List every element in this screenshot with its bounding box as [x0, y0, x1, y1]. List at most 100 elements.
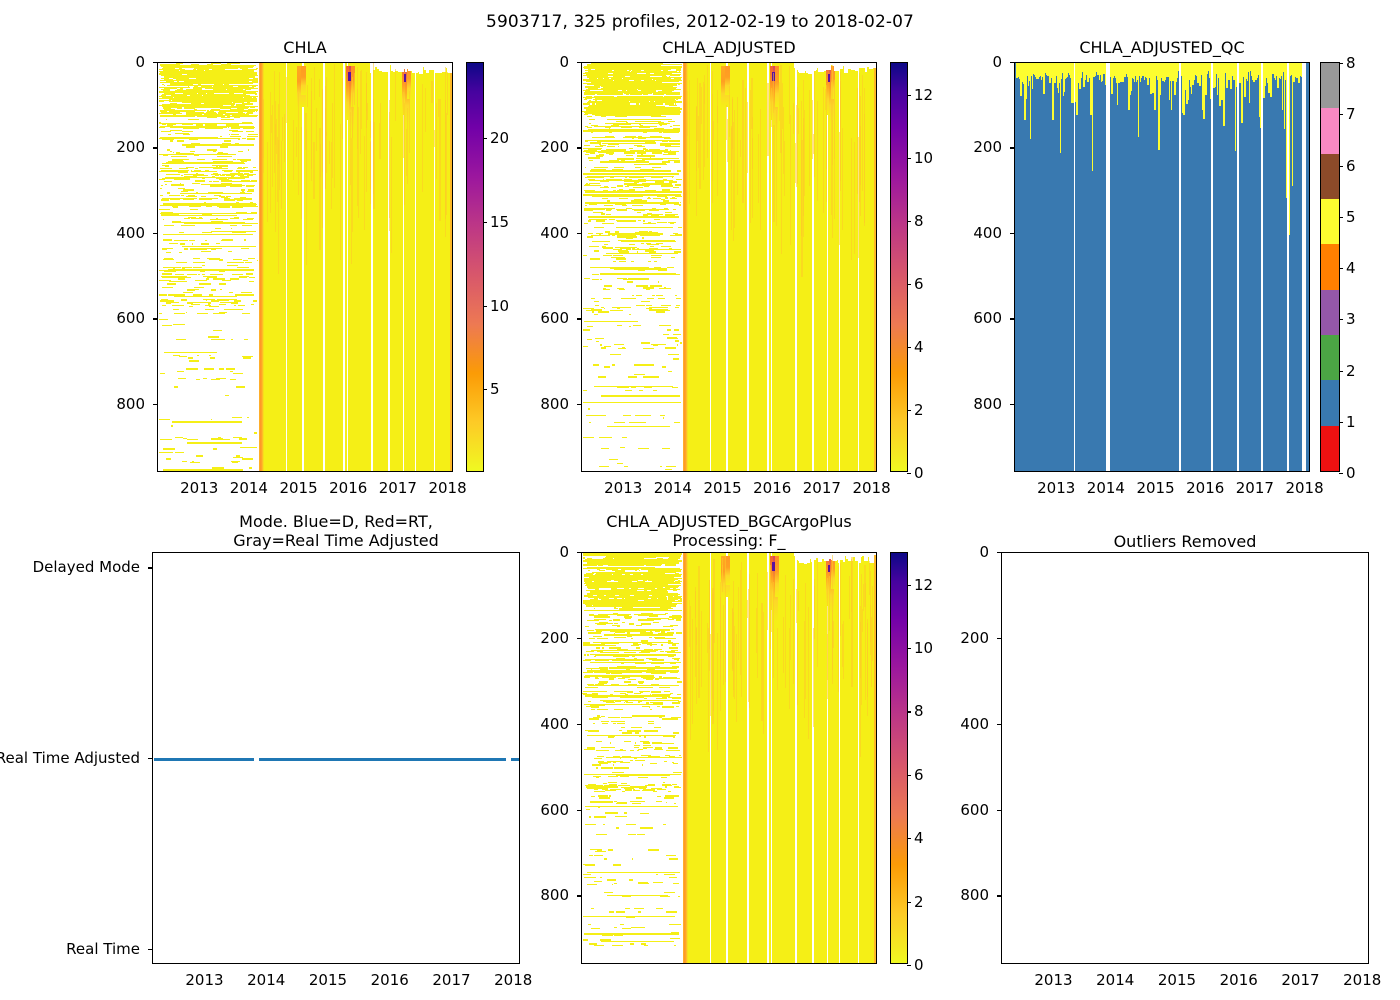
qc5-spike-51 [1065, 63, 1068, 79]
qc5-spike-177 [1188, 63, 1190, 75]
qc5-spike-62 [1076, 63, 1078, 115]
colorbar-label-chla_adjusted_qc-6: 6 [1346, 156, 1356, 175]
field-texture-chla_adjusted-20 [803, 109, 805, 196]
qc5-spike-149 [1161, 63, 1163, 78]
qc5-spike-101 [1114, 63, 1116, 77]
qc5-spike-46 [1060, 63, 1063, 80]
field-texture-chla_adjusted-48 [731, 128, 733, 230]
qc5-spike-268 [1276, 63, 1279, 88]
field-texture-chla_adjusted-24 [862, 75, 864, 191]
qc5-spike-81 [1094, 63, 1097, 77]
field-texture-chla_adjusted-56 [831, 64, 834, 165]
field-texture-chla_adjusted-21 [697, 78, 699, 141]
qc5-spike-186 [1197, 63, 1199, 84]
qc5-spike-65 [1079, 63, 1081, 90]
field-texture-chla-53 [325, 132, 327, 173]
field-texture-chla_adjusted_bgcargoplus-54 [842, 621, 845, 680]
colorbar-tick-chla_adjusted_bgcargoplus-6 [907, 774, 911, 776]
field-texture-chla_adjusted_bgcargoplus-60 [731, 609, 733, 669]
qc5-spike-223 [1233, 63, 1235, 80]
trailing-stripe-chla [449, 63, 452, 471]
field-texture-chla_adjusted_bgcargoplus-24 [839, 563, 841, 636]
ytick-chla_adjusted-800 [577, 403, 581, 405]
qc5-spike-269 [1277, 63, 1279, 80]
colorbar-tick-chla_adjusted-8 [907, 220, 911, 222]
top-notch-chla-14 [394, 63, 398, 71]
ytick-chla_adjusted_bgcargoplus-800 [577, 895, 581, 897]
ytick-label-chla_adjusted_qc-200: 200 [973, 138, 1002, 157]
ytick-label-chla-600: 600 [116, 309, 145, 328]
field-texture-chla-45 [366, 103, 368, 120]
qc5-spike-259 [1268, 63, 1270, 93]
field-texture-chla_adjusted_bgcargoplus-64 [862, 583, 864, 611]
xtick-label-outliers_removed-2018: 2018 [1343, 971, 1382, 989]
colorbar-label-chla-15: 15 [490, 212, 510, 231]
qc-profile-gap-3 [1178, 63, 1181, 471]
colorbar-tick-chla_adjusted_bgcargoplus-4 [907, 838, 911, 840]
qc5-spike-98 [1111, 63, 1113, 94]
colorbar-tick-chla_adjusted_qc-2 [1339, 370, 1343, 372]
surface-bloom-chla_adjusted_bgcargoplus-1 [724, 556, 730, 586]
xtick-label-chla_adjusted_qc-2017: 2017 [1235, 479, 1274, 497]
xtick-outliers_removed-2014 [1116, 963, 1117, 964]
field-texture-chla_adjusted_bgcargoplus-20 [691, 619, 693, 724]
qc5-spike-25 [1040, 63, 1043, 74]
qc5-spike-272 [1280, 63, 1283, 77]
qc5-spike-238 [1247, 63, 1250, 73]
qc5-spike-291 [1299, 63, 1301, 76]
qc5-spike-165 [1176, 63, 1178, 79]
field-texture-chla-10 [276, 119, 278, 154]
profile-gap-chla-9 [433, 63, 436, 471]
field-texture-chla_adjusted-19 [733, 110, 735, 229]
qc5-spike-64 [1078, 63, 1080, 76]
field-texture-chla_adjusted-78 [688, 80, 690, 204]
qc5-spike-136 [1148, 63, 1150, 78]
qc5-spike-263 [1272, 63, 1274, 74]
field-texture-chla_adjusted_bgcargoplus-23 [793, 578, 795, 684]
qc5-spike-209 [1219, 63, 1222, 106]
field-texture-chla-58 [408, 91, 410, 153]
field-texture-chla_adjusted-61 [825, 84, 827, 203]
top-notch-chla_adjusted-27 [841, 63, 845, 65]
ytick-label-chla_adjusted_qc-800: 800 [973, 394, 1002, 413]
field-texture-chla_adjusted-71 [751, 77, 753, 129]
field-texture-chla_adjusted-5 [781, 130, 783, 254]
heatmap-chla_adjusted [582, 63, 876, 471]
qc5-spike-16 [1031, 63, 1034, 90]
qc5-spike-125 [1137, 63, 1139, 137]
panel-title-outliers_removed: Outliers Removed [1113, 532, 1257, 551]
qc5-spike-73 [1087, 63, 1089, 82]
field-texture-chla-48 [359, 70, 362, 155]
top-notch-chla_adjusted-29 [844, 63, 848, 74]
top-notch-chla_adjusted_bgcargoplus-14 [818, 553, 822, 563]
ytick-label-chla_adjusted_bgcargoplus-600: 600 [540, 800, 569, 819]
qc-profile-gap-0 [1073, 63, 1076, 471]
colorbar-label-chla_adjusted_qc-2: 2 [1346, 361, 1356, 380]
qc5-spike-75 [1089, 63, 1091, 79]
field-texture-chla_adjusted_bgcargoplus-52 [711, 594, 713, 650]
qc5-spike-31 [1046, 63, 1048, 75]
xtick-label-chla-2017: 2017 [378, 479, 417, 497]
field-texture-chla-84 [322, 90, 324, 173]
qc5-spike-7 [1022, 63, 1025, 84]
qc5-spike-160 [1171, 63, 1174, 81]
qc5-spike-173 [1184, 63, 1186, 90]
top-notch-chla_adjusted_bgcargoplus-10 [811, 553, 815, 562]
field-texture-chla_adjusted_bgcargoplus-80 [724, 555, 726, 683]
xtick-label-mode-2015: 2015 [308, 971, 348, 989]
colorbar-label-chla_adjusted_bgcargoplus-10: 10 [914, 639, 934, 658]
qc5-spike-225 [1235, 63, 1237, 151]
ytick-chla_adjusted_qc-400 [1010, 232, 1014, 235]
field-texture-chla_adjusted_bgcargoplus-71 [790, 594, 792, 661]
ytick-chla_adjusted_bgcargoplus-600 [577, 809, 581, 811]
top-notch-chla_adjusted_bgcargoplus-26 [839, 553, 844, 561]
colorbar-label-chla_adjusted-8: 8 [914, 211, 924, 230]
field-texture-chla_adjusted-2 [783, 140, 785, 196]
qc5-spike-110 [1123, 63, 1125, 72]
speckle-region-chla_adjusted_bgcargoplus [582, 553, 683, 963]
top-notch-chla_adjusted_bgcargoplus-7 [806, 553, 811, 564]
ytick-label-chla_adjusted-400: 400 [540, 223, 569, 242]
ytick-mode-2 [148, 948, 152, 951]
colorbar-chla_adjusted: 0 2 4 6 8 10 12 [890, 62, 933, 482]
colorbar-label-chla_adjusted_qc-4: 4 [1346, 259, 1356, 277]
